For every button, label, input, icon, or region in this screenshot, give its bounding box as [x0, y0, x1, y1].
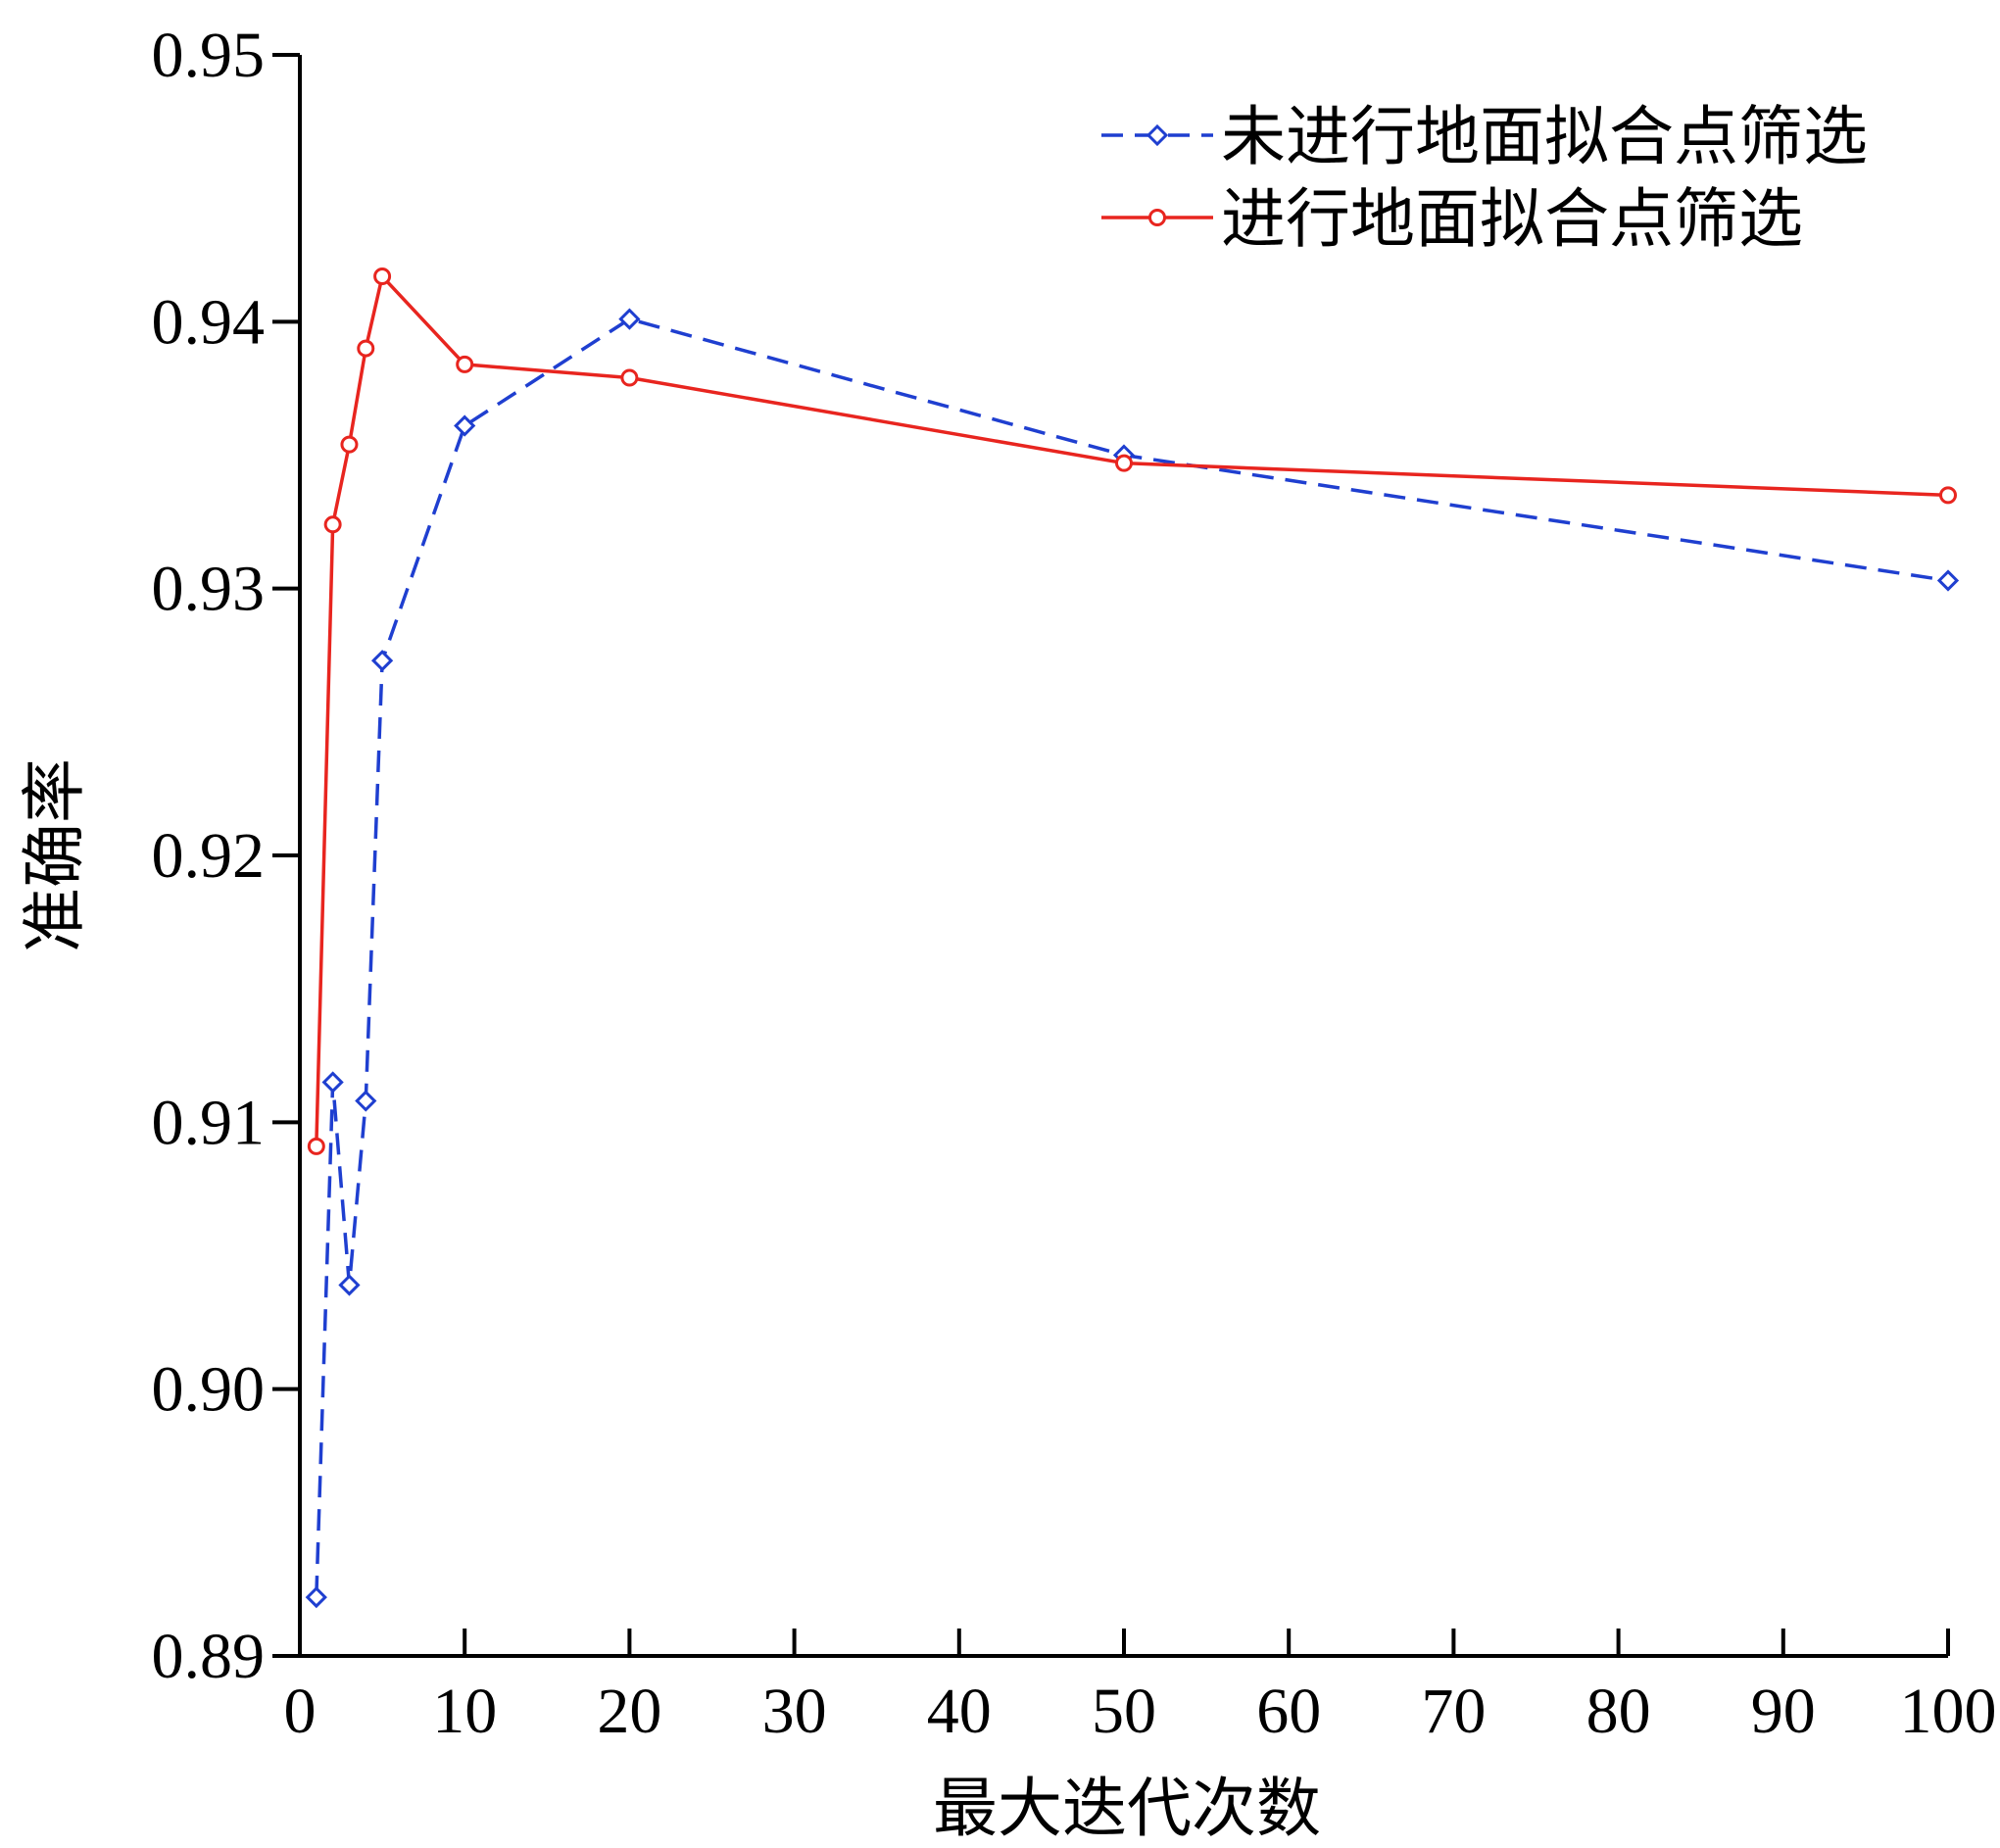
- x-tick-label: 60: [1256, 1676, 1321, 1747]
- data-point: [618, 308, 641, 330]
- series-line: [315, 316, 1949, 1598]
- x-tick-label: 0: [284, 1676, 317, 1747]
- x-tick-label: 10: [432, 1676, 497, 1747]
- data-point: [355, 1090, 377, 1112]
- x-tick-label: 40: [927, 1676, 992, 1747]
- x-tick-label: 20: [597, 1676, 661, 1747]
- data-point: [338, 1274, 361, 1296]
- data-point: [620, 368, 639, 387]
- x-tick-label: 50: [1092, 1676, 1156, 1747]
- y-tick-label: 0.93: [152, 554, 266, 625]
- y-axis-title: 准确率: [17, 758, 92, 952]
- x-tick-label: 100: [1900, 1676, 1997, 1747]
- series-line: [315, 274, 1949, 1146]
- data-point: [307, 1137, 325, 1155]
- data-point: [305, 1585, 327, 1609]
- x-tick-label: 70: [1421, 1676, 1486, 1747]
- series-layer: [305, 267, 1960, 1609]
- data-point: [370, 650, 394, 672]
- data-point: [340, 435, 359, 454]
- data-point: [1115, 454, 1133, 472]
- data-point: [357, 339, 375, 358]
- data-point: [454, 414, 476, 437]
- data-point: [373, 267, 392, 286]
- y-tick-label: 0.90: [152, 1354, 266, 1426]
- x-tick-label: 90: [1751, 1676, 1816, 1747]
- axes: 0.89 0.90 0.91 0.92 0.93 0.94 0.95 0 10 20 30 40 50 6…: [152, 20, 1997, 1747]
- x-tick-label: 30: [762, 1676, 827, 1747]
- legend-label: 进行地面拟合点筛选: [1221, 181, 1803, 257]
- x-tick-label: 80: [1586, 1676, 1651, 1747]
- y-tick-label: 0.91: [152, 1087, 266, 1158]
- data-point: [1939, 486, 1957, 505]
- legend-label: 未进行地面拟合点筛选: [1221, 99, 1868, 174]
- y-tick-label: 0.92: [152, 820, 266, 892]
- y-tick-label: 0.94: [152, 286, 266, 358]
- legend-marker: [1148, 209, 1166, 226]
- series-1: [305, 308, 1960, 1609]
- legend-marker: [1146, 123, 1169, 147]
- series-2: [307, 267, 1957, 1155]
- x-axis-title: 最大迭代次数: [933, 1771, 1321, 1846]
- data-point: [323, 515, 342, 534]
- data-point: [321, 1071, 344, 1094]
- y-tick-label: 0.89: [152, 1621, 266, 1692]
- data-point: [456, 355, 474, 373]
- y-tick-label: 0.95: [152, 20, 266, 91]
- data-point: [1936, 569, 1960, 592]
